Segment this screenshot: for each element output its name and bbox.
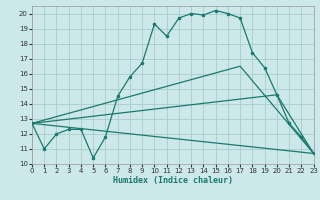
X-axis label: Humidex (Indice chaleur): Humidex (Indice chaleur) xyxy=(113,176,233,185)
